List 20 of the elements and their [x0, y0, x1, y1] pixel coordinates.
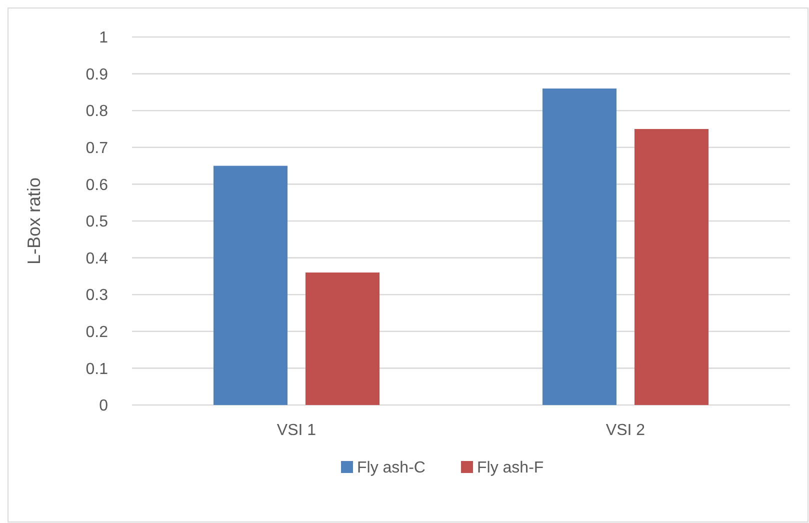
- y-axis-title: L-Box ratio: [24, 177, 44, 265]
- legend-label: Fly ash-C: [357, 460, 426, 477]
- y-tick-label: 0.4: [86, 250, 108, 268]
- y-tick-label: 0.3: [86, 287, 108, 304]
- x-tick-label: VSI 2: [606, 422, 646, 439]
- y-tick-label: 0.6: [86, 176, 108, 194]
- y-tick-label: 1: [99, 30, 108, 47]
- y-tick-label: 0: [99, 398, 108, 415]
- y-tick-label: 0.5: [86, 214, 108, 231]
- bar: [634, 129, 708, 405]
- y-tick-label: 0.7: [86, 140, 108, 157]
- y-tick-label: 0.1: [86, 360, 108, 378]
- y-tick-label: 0.8: [86, 103, 108, 120]
- x-tick-label: VSI 1: [276, 422, 316, 439]
- y-tick-label: 0.2: [86, 324, 108, 341]
- bar: [214, 166, 288, 405]
- legend-label: Fly ash-F: [477, 460, 544, 477]
- bar: [306, 272, 380, 405]
- bar: [542, 88, 616, 405]
- y-tick-label: 0.9: [86, 66, 108, 84]
